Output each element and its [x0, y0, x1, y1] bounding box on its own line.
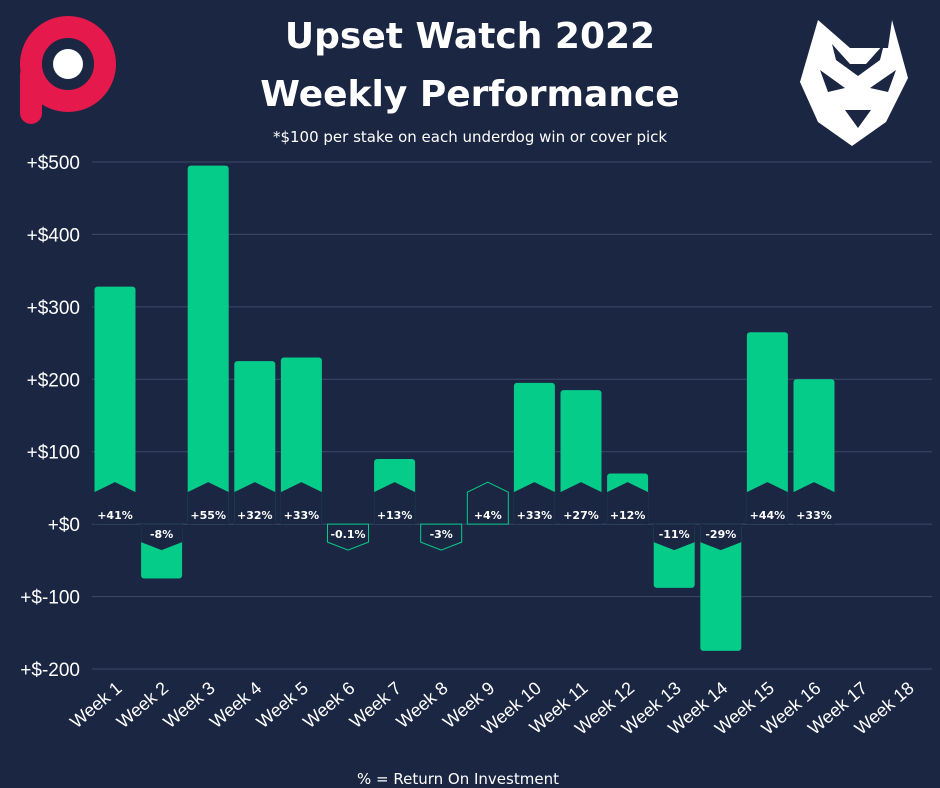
- footer-note: % = Return On Investment: [357, 770, 559, 788]
- roi-label-tab: [327, 523, 369, 551]
- roi-label: +33%: [284, 509, 320, 522]
- roi-label: +44%: [750, 509, 786, 522]
- chart-subtitle: *$100 per stake on each underdog win or …: [273, 128, 667, 146]
- roi-label-tab: [420, 523, 463, 551]
- roi-label-tab: [94, 482, 136, 525]
- x-tick-label: Week 4: [206, 678, 265, 732]
- roi-label: +27%: [563, 509, 599, 522]
- roi-label: +33%: [796, 509, 832, 522]
- y-tick-label: +$100: [27, 443, 80, 464]
- bar: [280, 357, 322, 525]
- roi-label-tab: [607, 482, 649, 525]
- roi-label-tab: [466, 481, 509, 525]
- bars: [94, 165, 835, 651]
- roi-label-tab: [793, 482, 835, 525]
- y-tick-label: +$400: [27, 225, 80, 246]
- x-tick-label: Week 1: [66, 678, 125, 732]
- y-tick-label: +$300: [27, 298, 80, 319]
- y-tick-label: +$-200: [20, 660, 80, 681]
- roi-label-tab: [653, 524, 695, 551]
- roi-label-tab: [513, 482, 555, 525]
- roi-label: -0.1%: [330, 528, 365, 541]
- roi-label: -11%: [659, 528, 690, 541]
- red-p-logo-icon: [20, 16, 116, 124]
- roi-label: -29%: [705, 528, 736, 541]
- roi-label-tab: [746, 482, 788, 525]
- x-tick-label: Week 6: [299, 678, 358, 732]
- roi-label: +12%: [610, 509, 646, 522]
- roi-label: -3%: [430, 528, 453, 541]
- bar: [94, 286, 136, 525]
- roi-label: +33%: [517, 509, 553, 522]
- roi-label: +13%: [377, 509, 413, 522]
- roi-label-tab: [234, 482, 276, 525]
- roi-label-tab: [700, 524, 742, 551]
- roi-label: +55%: [190, 509, 226, 522]
- roi-label: +32%: [237, 509, 273, 522]
- gridlines: [92, 161, 932, 670]
- roi-label: +4%: [474, 509, 502, 522]
- chart-title-line2: Weekly Performance: [260, 74, 679, 115]
- y-tick-label: +$0: [48, 515, 80, 536]
- y-axis-ticks: +$500 +$400 +$300 +$200 +$100 +$0 +$-100 +$-200: [20, 153, 80, 681]
- roi-label: +41%: [97, 509, 133, 522]
- roi-label-tab: [560, 482, 602, 525]
- y-tick-label: +$200: [27, 370, 80, 391]
- roi-label-tab: [187, 482, 229, 525]
- y-tick-label: +$-100: [20, 588, 80, 609]
- bar: [234, 361, 276, 525]
- roi-labels: +41% -8% +55% +32% +33% -0.1% +13% -3% +4% +33% +2…: [94, 481, 835, 551]
- x-tick-label: Week 8: [392, 678, 451, 732]
- x-tick-label: Week 7: [346, 678, 405, 732]
- bar: [700, 524, 742, 651]
- x-tick-label: Week 2: [113, 678, 172, 732]
- x-tick-label: Week 3: [159, 678, 218, 732]
- roi-label-tab: [141, 524, 183, 551]
- roi-label-tab: [280, 482, 322, 525]
- chart-title-line1: Upset Watch 2022: [285, 16, 655, 57]
- bar: [746, 332, 788, 525]
- roi-label-tab: [374, 482, 416, 525]
- roi-label: -8%: [150, 528, 173, 541]
- x-tick-label: Week 5: [253, 678, 312, 732]
- y-tick-label: +$500: [27, 153, 80, 174]
- white-wolf-logo-icon: [800, 20, 908, 146]
- bar: [187, 165, 229, 525]
